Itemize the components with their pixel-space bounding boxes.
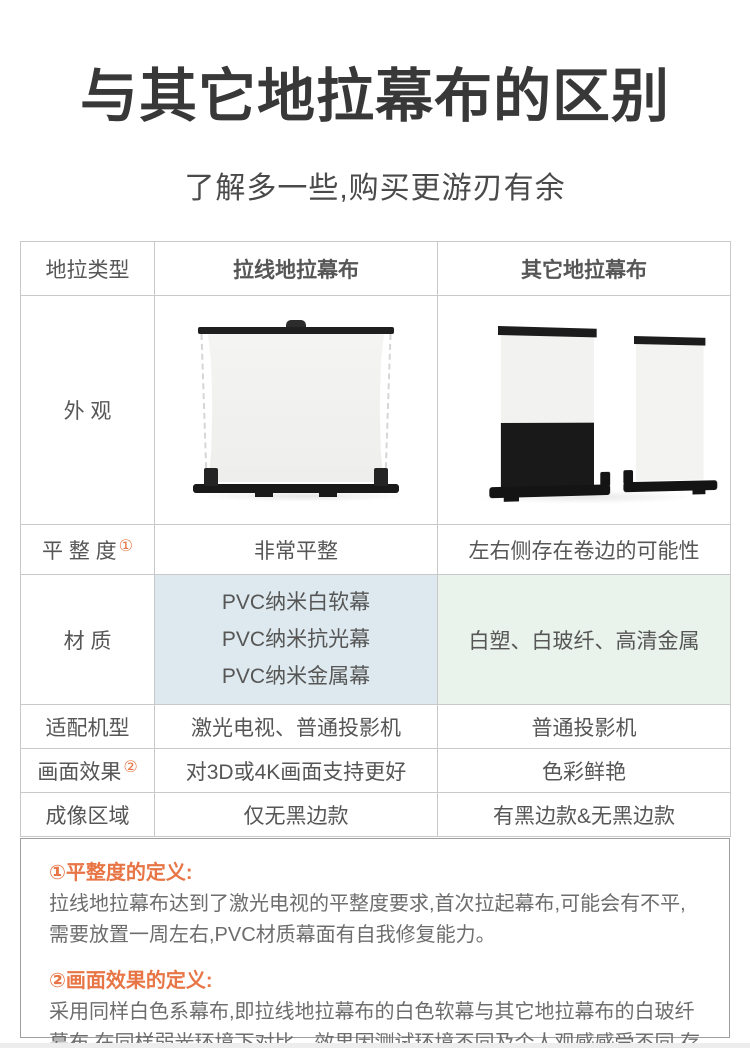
cell-effect-other: 色彩鲜艳 xyxy=(437,748,731,793)
note-2-heading: ②画面效果的定义: xyxy=(49,970,213,992)
cell-material-other: 白塑、白玻纤、高清金属 xyxy=(437,574,731,705)
note-effect: ②画面效果的定义: 采用同样白色系幕布,即拉线地拉幕布的白色软幕与其它地拉幕布的… xyxy=(49,964,703,1048)
appearance-row: 外 观 xyxy=(20,295,731,525)
material-row: 材 质 PVC纳米白软幕 PVC纳米抗光幕 PVC纳米金属幕 白塑、白玻纤、高清… xyxy=(20,574,731,705)
note-1-body: 拉线地拉幕布达到了激光电视的平整度要求,首次拉起幕布,可能会有不平,需要放置一周… xyxy=(49,893,686,946)
header-cell-type: 地拉类型 xyxy=(20,241,155,296)
base-end-cap xyxy=(623,470,634,485)
base-end-cap xyxy=(600,471,611,487)
base-foot xyxy=(503,496,520,502)
screen-black-area xyxy=(500,422,594,487)
area-row: 成像区域 仅无黑边款 有黑边款&无黑边款 xyxy=(20,792,731,837)
screen-base-bar xyxy=(193,484,399,493)
pull-wire-screen-image xyxy=(156,320,437,502)
floor-shadow xyxy=(199,490,409,502)
effect-row: 画面效果 ② 对3D或4K画面支持更好 色彩鲜艳 xyxy=(20,748,731,793)
cell-area-other: 有黑边款&无黑边款 xyxy=(437,792,731,837)
effect-label-text: 画面效果 xyxy=(37,760,122,784)
other-screens-image xyxy=(439,312,730,508)
other-screen-all-white xyxy=(623,336,718,495)
cell-appearance-pull-wire xyxy=(154,295,438,525)
note-1-heading: ①平整度的定义: xyxy=(49,862,193,884)
cell-area-pull-wire: 仅无黑边款 xyxy=(154,792,438,837)
page-subtitle: 了解多一些,购买更游刃有余 xyxy=(184,172,566,205)
note-flatness: ①平整度的定义: 拉线地拉幕布达到了激光电视的平整度要求,首次拉起幕布,可能会有… xyxy=(49,856,703,951)
row-label-area: 成像区域 xyxy=(20,792,155,837)
note-2-body: 采用同样白色系幕布,即拉线地拉幕布的白色软幕与其它地拉幕布的白玻纤幕布,在同样弱… xyxy=(49,1001,701,1048)
material-line: PVC纳米金属幕 xyxy=(221,665,371,688)
header-cell-pull-wire-screen: 拉线地拉幕布 xyxy=(154,241,438,296)
other-screen-front-black xyxy=(489,326,611,502)
flatness-label-text: 平 整 度 xyxy=(41,539,117,563)
tension-string-left xyxy=(200,334,208,478)
screen-white-area xyxy=(500,335,594,423)
cell-appearance-other xyxy=(437,295,731,525)
footnote-marker-2: ② xyxy=(123,758,138,776)
pull-wire-screen-graphic xyxy=(193,320,409,502)
screen-handle xyxy=(286,320,306,330)
cell-device-pull-wire: 激光电视、普通投影机 xyxy=(154,704,438,749)
notes-box: ①平整度的定义: 拉线地拉幕布达到了激光电视的平整度要求,首次拉起幕布,可能会有… xyxy=(20,838,730,1048)
base-end-cap-right xyxy=(374,468,388,486)
screen-top-bar xyxy=(198,327,394,334)
material-line: PVC纳米白软幕 xyxy=(221,591,371,614)
device-row: 适配机型 激光电视、普通投影机 普通投影机 xyxy=(20,704,731,749)
base-end-cap-left xyxy=(204,468,218,486)
header-cell-other-screen: 其它地拉幕布 xyxy=(437,241,731,296)
page-title: 与其它地拉幕布的区别 xyxy=(79,64,670,129)
bottom-section-divider xyxy=(0,1043,750,1048)
material-line: PVC纳米抗光幕 xyxy=(221,628,371,651)
row-label-effect: 画面效果 ② xyxy=(20,748,155,793)
base-foot-right xyxy=(319,492,337,497)
row-label-material: 材 质 xyxy=(20,574,155,705)
row-label-appearance: 外 观 xyxy=(20,295,155,525)
cell-material-pull-wire: PVC纳米白软幕 PVC纳米抗光幕 PVC纳米金属幕 xyxy=(154,574,438,705)
row-label-device: 适配机型 xyxy=(20,704,155,749)
tension-string-right xyxy=(384,334,392,478)
other-screens-graphic xyxy=(458,312,718,508)
screen-cloth xyxy=(208,334,384,482)
comparison-table: 地拉类型 拉线地拉幕布 其它地拉幕布 外 观 xyxy=(20,241,731,837)
table-header-row: 地拉类型 拉线地拉幕布 其它地拉幕布 xyxy=(20,241,731,296)
base-foot-left xyxy=(255,492,273,497)
cell-effect-pull-wire: 对3D或4K画面支持更好 xyxy=(154,748,438,793)
footnote-marker-1: ① xyxy=(118,537,133,555)
cell-flatness-pull-wire: 非常平整 xyxy=(154,524,438,575)
base-foot xyxy=(692,489,706,495)
screen-white-area xyxy=(635,344,704,481)
cell-device-other: 普通投影机 xyxy=(437,704,731,749)
cell-flatness-other: 左右侧存在卷边的可能性 xyxy=(437,524,731,575)
